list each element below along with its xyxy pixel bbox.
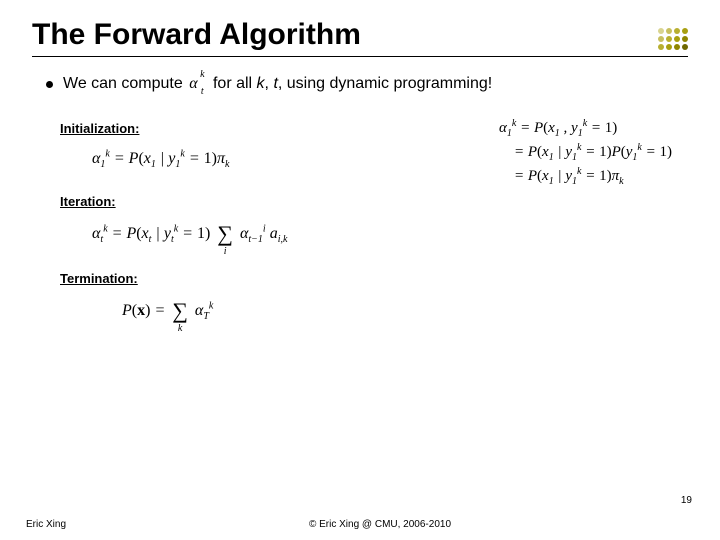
page-number: 19 bbox=[681, 495, 692, 506]
section-iteration: Iteration: bbox=[60, 194, 688, 209]
formula-termination: P(x) = ∑k αTk bbox=[122, 298, 688, 324]
bullet-line: We can compute αkt for all k, t, using d… bbox=[46, 75, 688, 93]
title-row: The Forward Algorithm bbox=[32, 18, 688, 57]
formula-iteration: αtk = P(xt | ytk = 1) ∑i αt−1i ai,k bbox=[92, 221, 688, 247]
init-deriv-2: = P(x1 | y1k = 1)P(y1k = 1) bbox=[499, 142, 672, 163]
init-deriv-3: = P(x1 | y1k = 1)πk bbox=[499, 166, 672, 187]
bullet-icon bbox=[46, 81, 53, 88]
footer-center: © Eric Xing @ CMU, 2006-2010 bbox=[309, 519, 451, 530]
section-termination: Termination: bbox=[60, 271, 688, 286]
bullet-pre: We can compute bbox=[63, 75, 187, 92]
bullet-text: We can compute αkt for all k, t, using d… bbox=[63, 75, 492, 93]
formula-init-derivation: α1k = P(x1 , y1k = 1) = P(x1 | y1k = 1)P… bbox=[499, 118, 672, 190]
decorative-dots bbox=[658, 28, 688, 50]
alpha-symbol: αkt bbox=[189, 75, 197, 93]
footer-left: Eric Xing bbox=[26, 519, 66, 530]
slide-title: The Forward Algorithm bbox=[32, 18, 361, 52]
bullet-post: for all k, t, using dynamic programming! bbox=[204, 75, 492, 92]
slide: The Forward Algorithm We can compute αkt… bbox=[0, 0, 720, 540]
footer: Eric Xing © Eric Xing @ CMU, 2006-2010 bbox=[0, 519, 720, 530]
init-deriv-1: α1k = P(x1 , y1k = 1) bbox=[499, 118, 672, 139]
